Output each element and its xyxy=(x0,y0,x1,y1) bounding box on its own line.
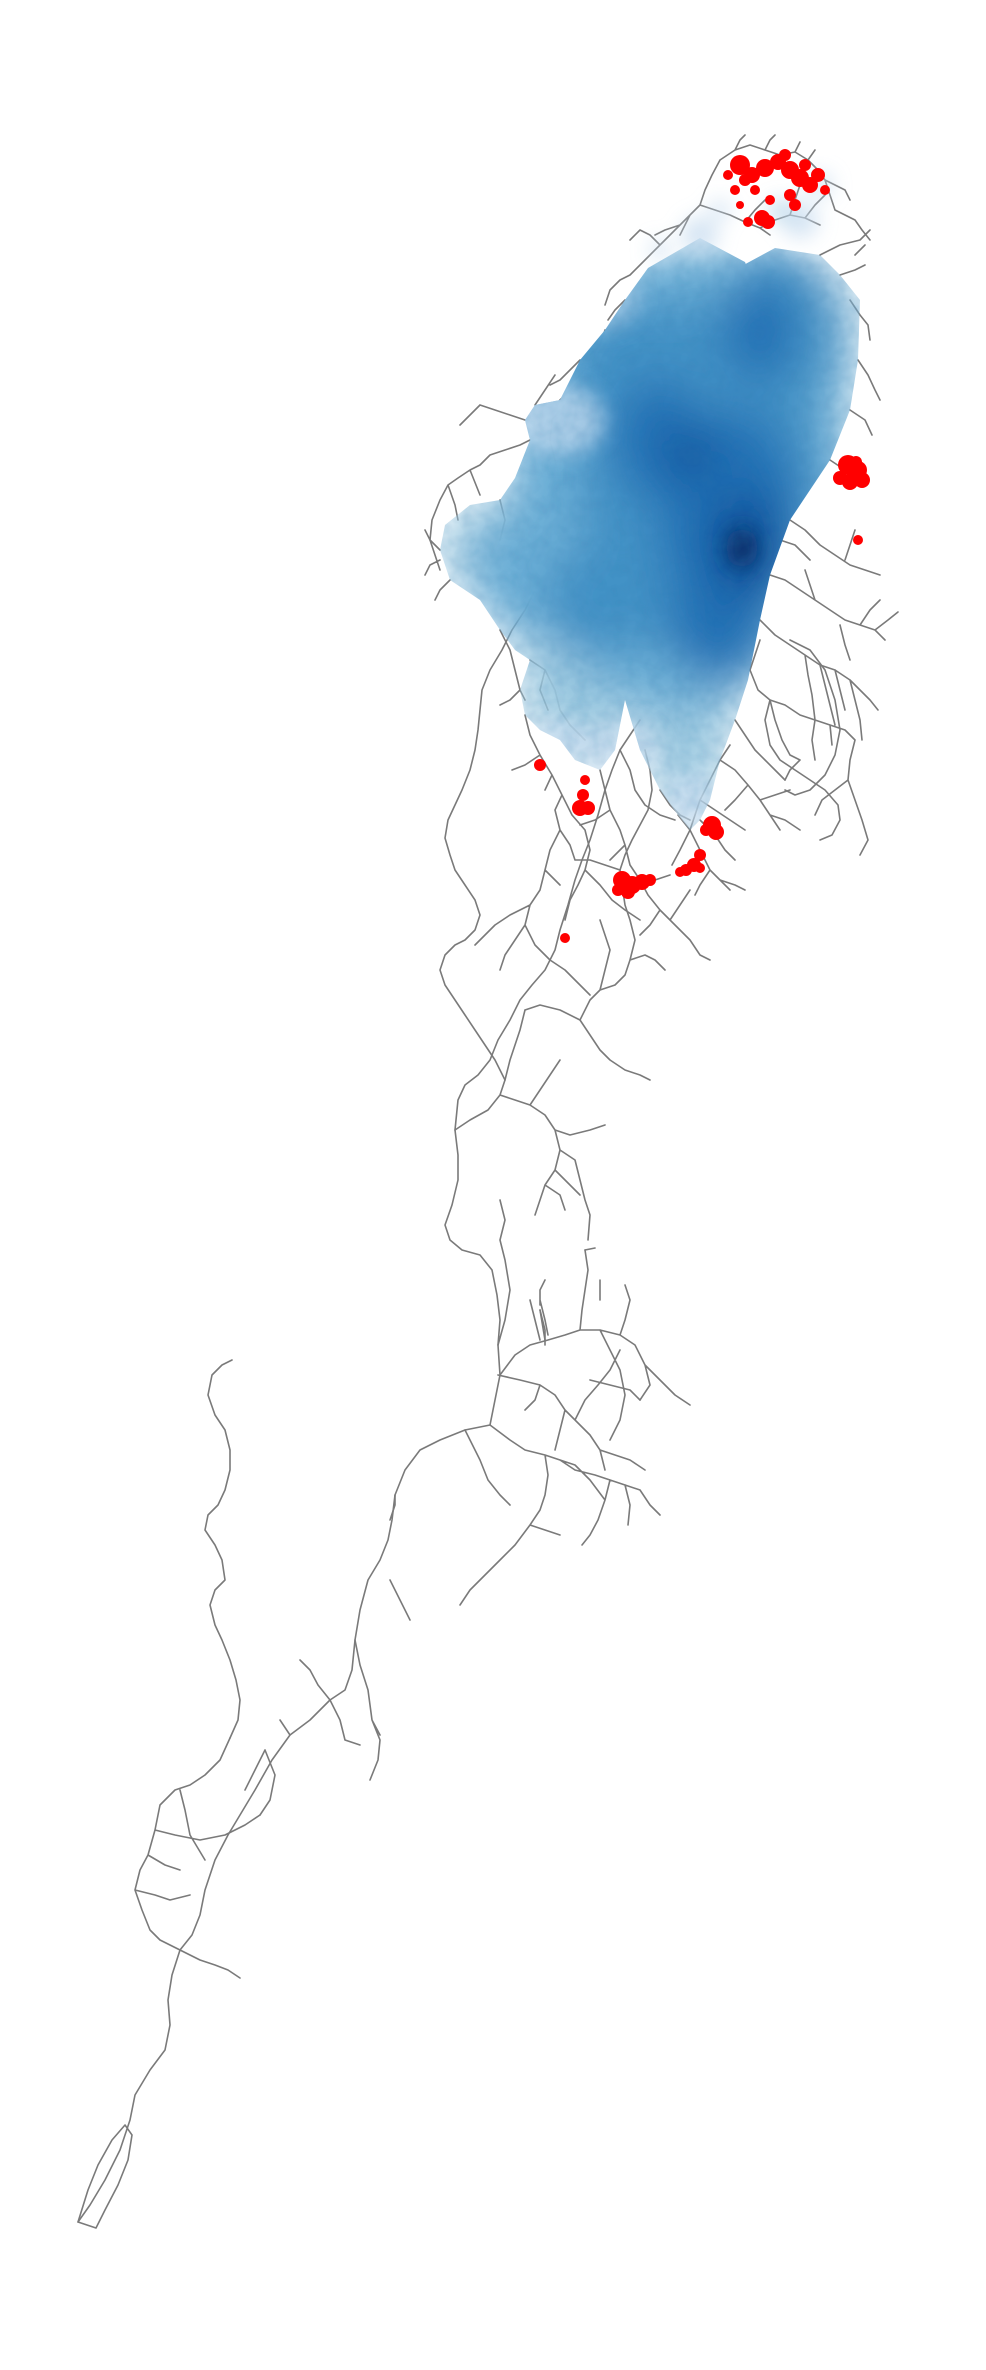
hotspots xyxy=(534,149,870,943)
density-texture xyxy=(440,238,860,830)
road-north-cluster xyxy=(604,134,871,306)
road-south-network-1 xyxy=(134,1737,261,1979)
road-central-west xyxy=(299,1494,411,1781)
road-mid-hub xyxy=(454,1004,651,1241)
density-sparse-north xyxy=(682,217,718,253)
hotspot-cluster-west xyxy=(534,759,595,816)
hotspot-east-single xyxy=(853,535,863,545)
hotspot-cluster-south xyxy=(612,816,724,899)
road-isolated-segments xyxy=(529,359,631,1346)
road-south-network-2 xyxy=(204,1359,291,1816)
hotspot-cluster-north xyxy=(723,149,830,229)
road-central-north xyxy=(497,1199,641,1401)
road-tail-loop xyxy=(77,2124,133,2229)
road-east-fringe-north xyxy=(819,229,881,436)
hotspot-cluster-east xyxy=(833,455,870,490)
density-surface xyxy=(440,173,860,830)
road-trunk-south xyxy=(77,719,641,2223)
road-east-loop xyxy=(764,639,841,841)
road-central-network xyxy=(459,1249,691,1606)
hotspot-south-single xyxy=(560,933,570,943)
